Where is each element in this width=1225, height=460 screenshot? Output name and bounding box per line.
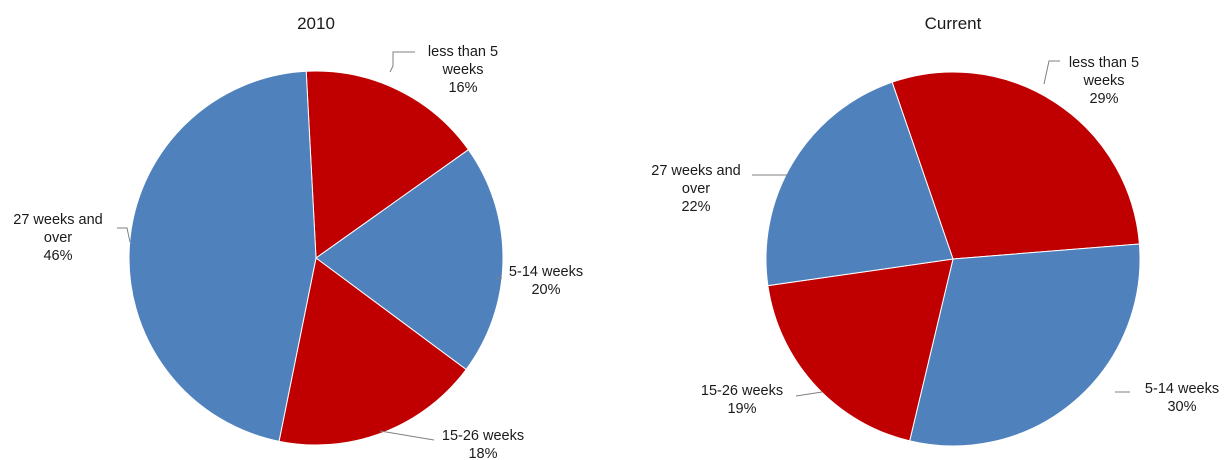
data-label-15-26-weeks: 15-26 weeks 18% — [442, 428, 524, 460]
pie-slice-less-than-5-weeks — [305, 70, 470, 259]
data-label-value: 29% — [1089, 91, 1118, 107]
pie-slice-27-weeks-and-over — [765, 81, 954, 287]
pie-slice-15-26-weeks — [767, 258, 954, 442]
data-label-value: 46% — [43, 248, 72, 264]
pie-slice-less-than-5-weeks — [891, 71, 1140, 260]
data-label-5-14-weeks: 5-14 weeks 30% — [1145, 381, 1219, 415]
data-label-category: weeks — [1082, 73, 1124, 89]
data-label-27-weeks-and-over: 27 weeks and over 46% — [13, 212, 102, 264]
data-label-less-than-5-weeks: less than 5 weeks 29% — [1069, 55, 1139, 107]
data-label-category: less than 5 — [1069, 55, 1139, 71]
data-label-15-26-weeks: 15-26 weeks 19% — [701, 383, 783, 417]
data-label-less-than-5-weeks: less than 5 weeks 16% — [428, 44, 498, 96]
leader-line — [795, 391, 823, 397]
data-label-category: over — [44, 230, 72, 246]
data-label-value: 18% — [468, 446, 497, 460]
leader-line — [117, 227, 131, 243]
data-label-value: 20% — [531, 282, 560, 298]
data-label-category: 15-26 weeks — [442, 428, 524, 444]
data-label-category: 5-14 weeks — [1145, 381, 1219, 397]
pie-slice-27-weeks-and-over — [128, 70, 317, 442]
leader-line — [1043, 60, 1060, 85]
leader-line — [379, 430, 435, 441]
data-label-category: weeks — [441, 62, 483, 78]
pie-slice-5-14-weeks — [909, 243, 1141, 447]
chart-title: 2010 — [297, 14, 335, 33]
data-label-value: 19% — [727, 401, 756, 417]
data-label-value: 22% — [681, 199, 710, 215]
data-label-category: 27 weeks and — [13, 212, 102, 228]
pie-slice-5-14-weeks — [315, 148, 504, 371]
data-label-value: 16% — [448, 80, 477, 96]
data-label-category: less than 5 — [428, 44, 498, 60]
chart-title: Current — [925, 14, 982, 33]
data-label-category: 15-26 weeks — [701, 383, 783, 399]
data-label-category: 27 weeks and — [651, 163, 740, 179]
data-label-category: over — [682, 181, 710, 197]
leader-line — [389, 51, 415, 73]
data-label-value: 30% — [1167, 399, 1196, 415]
data-label-5-14-weeks: 5-14 weeks 20% — [509, 264, 583, 298]
data-label-category: 5-14 weeks — [509, 264, 583, 280]
pie-chart-current: Current less than 5 weeks 29% 5-14 weeks 30%… — [651, 14, 1219, 447]
pie-chart-2010: 2010 less than 5 weeks 16% 5-14 weeks 20% 15-… — [13, 14, 583, 460]
data-label-27-weeks-and-over: 27 weeks and over 22% — [651, 163, 740, 215]
pie-slice-15-26-weeks — [278, 257, 467, 446]
